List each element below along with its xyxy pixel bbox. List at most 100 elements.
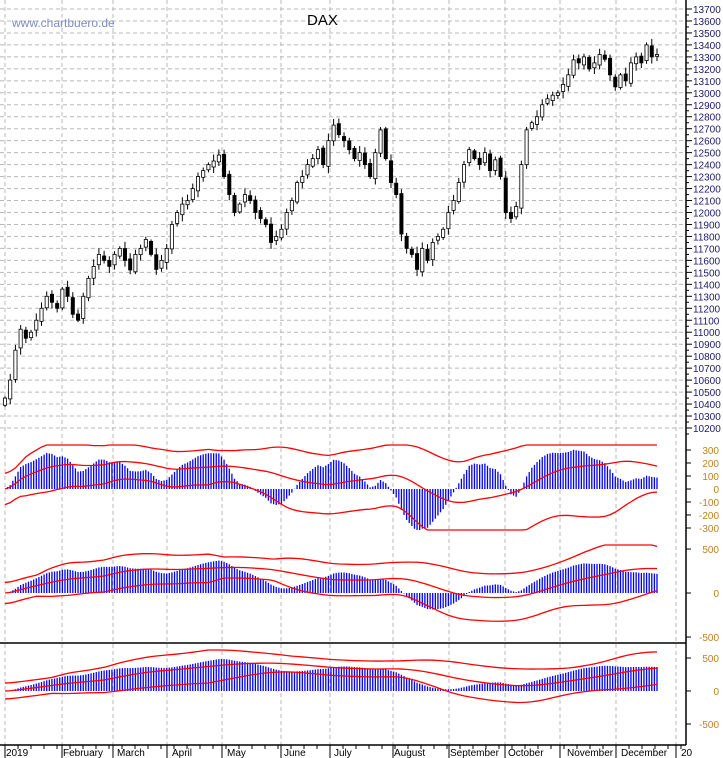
x-tick-label: November (567, 748, 614, 758)
candle-down (488, 153, 493, 172)
candle-up (81, 295, 86, 319)
candle-up (581, 56, 586, 66)
candle-down (122, 248, 127, 261)
indicator-tick-label: -300 (699, 524, 719, 535)
candle-up (13, 349, 18, 380)
candle-up (185, 200, 190, 206)
indicator-tick-label: -500 (699, 720, 719, 731)
candle-up (462, 164, 467, 183)
candle-down (508, 211, 513, 219)
x-tick-label: 20 (681, 748, 693, 758)
x-tick-label: April (172, 748, 192, 758)
y-tick-label: 10300 (693, 412, 721, 423)
candle-up (216, 154, 221, 163)
candle-up (34, 319, 39, 331)
candle-up (39, 307, 44, 322)
price-candles (3, 38, 660, 408)
candle-down (415, 253, 420, 270)
y-tick-label: 10700 (693, 364, 721, 375)
y-tick-label: 12200 (693, 185, 721, 196)
indicator-tick-label: 500 (702, 654, 719, 665)
candle-up (117, 248, 122, 257)
x-tick-label: March (117, 748, 145, 758)
candle-up (451, 200, 456, 211)
indicator-tick-label: 100 (702, 472, 719, 483)
candle-up (634, 56, 639, 65)
candle-down (321, 147, 326, 166)
candle-up (310, 158, 315, 167)
candle-down (368, 163, 373, 177)
middle-band (4, 662, 658, 692)
candle-up (571, 59, 576, 76)
candle-up (597, 54, 602, 66)
y-tick-label: 12900 (693, 101, 721, 112)
candle-up (435, 236, 440, 241)
upper-band (4, 444, 657, 475)
y-tick-label: 11200 (693, 304, 721, 315)
candle-up (175, 212, 180, 224)
candle-up (237, 203, 242, 213)
x-tick-label: February (63, 748, 103, 758)
x-tick-label: December (621, 748, 668, 758)
candle-up (29, 331, 34, 339)
lower-band (4, 577, 658, 622)
candle-down (342, 136, 347, 142)
candle-down (222, 153, 227, 178)
candle-up (482, 152, 487, 164)
candle-up (44, 295, 49, 309)
y-tick-label: 10400 (693, 400, 721, 411)
candle-up (211, 160, 216, 168)
candle-up (180, 203, 185, 216)
y-tick-label: 13500 (693, 29, 721, 40)
indicator-panel-1 (4, 444, 658, 531)
candle-down (253, 199, 258, 213)
upper-band (4, 649, 658, 684)
candle-down (587, 56, 592, 70)
y-tick-label: 13600 (693, 17, 721, 28)
candle-down (263, 219, 268, 225)
candle-down (352, 147, 357, 160)
candle-up (446, 212, 451, 230)
indicator-tick-label: 0 (713, 589, 719, 600)
candle-down (258, 210, 263, 219)
y-tick-label: 13300 (693, 53, 721, 64)
lower-band (4, 671, 658, 704)
upper-band (4, 544, 658, 584)
y-tick-label: 11700 (693, 244, 721, 255)
candle-up (305, 164, 310, 176)
candle-down (503, 177, 508, 213)
indicator-tick-label: 500 (702, 545, 719, 556)
candle-down (23, 329, 28, 339)
candle-up (555, 92, 560, 96)
candle-up (138, 248, 143, 256)
candle-down (425, 248, 430, 261)
candle-up (628, 62, 633, 84)
candle-up (378, 129, 383, 154)
candle-down (388, 160, 393, 183)
candle-down (49, 293, 54, 303)
candle-up (195, 176, 200, 192)
candle-up (524, 129, 529, 166)
candle-up (295, 182, 300, 203)
candle-up (8, 379, 13, 400)
candle-up (60, 288, 65, 309)
candle-up (331, 124, 336, 142)
candle-up (284, 212, 289, 230)
y-tick-label: 11400 (693, 280, 721, 291)
y-tick-label: 12400 (693, 161, 721, 172)
candle-down (477, 157, 482, 166)
candle-up (164, 248, 169, 263)
candle-down (362, 152, 367, 166)
candle-down (409, 248, 414, 255)
candle-up (618, 74, 623, 88)
candle-up (274, 236, 279, 241)
y-tick-label: 12800 (693, 113, 721, 124)
candle-down (55, 303, 60, 309)
candle-up (550, 94, 555, 101)
middle-band (4, 566, 658, 599)
candle-up (561, 84, 566, 92)
y-tick-label: 10800 (693, 352, 721, 363)
candle-down (227, 173, 232, 195)
candle-up (3, 397, 8, 406)
candle-down (399, 193, 404, 235)
